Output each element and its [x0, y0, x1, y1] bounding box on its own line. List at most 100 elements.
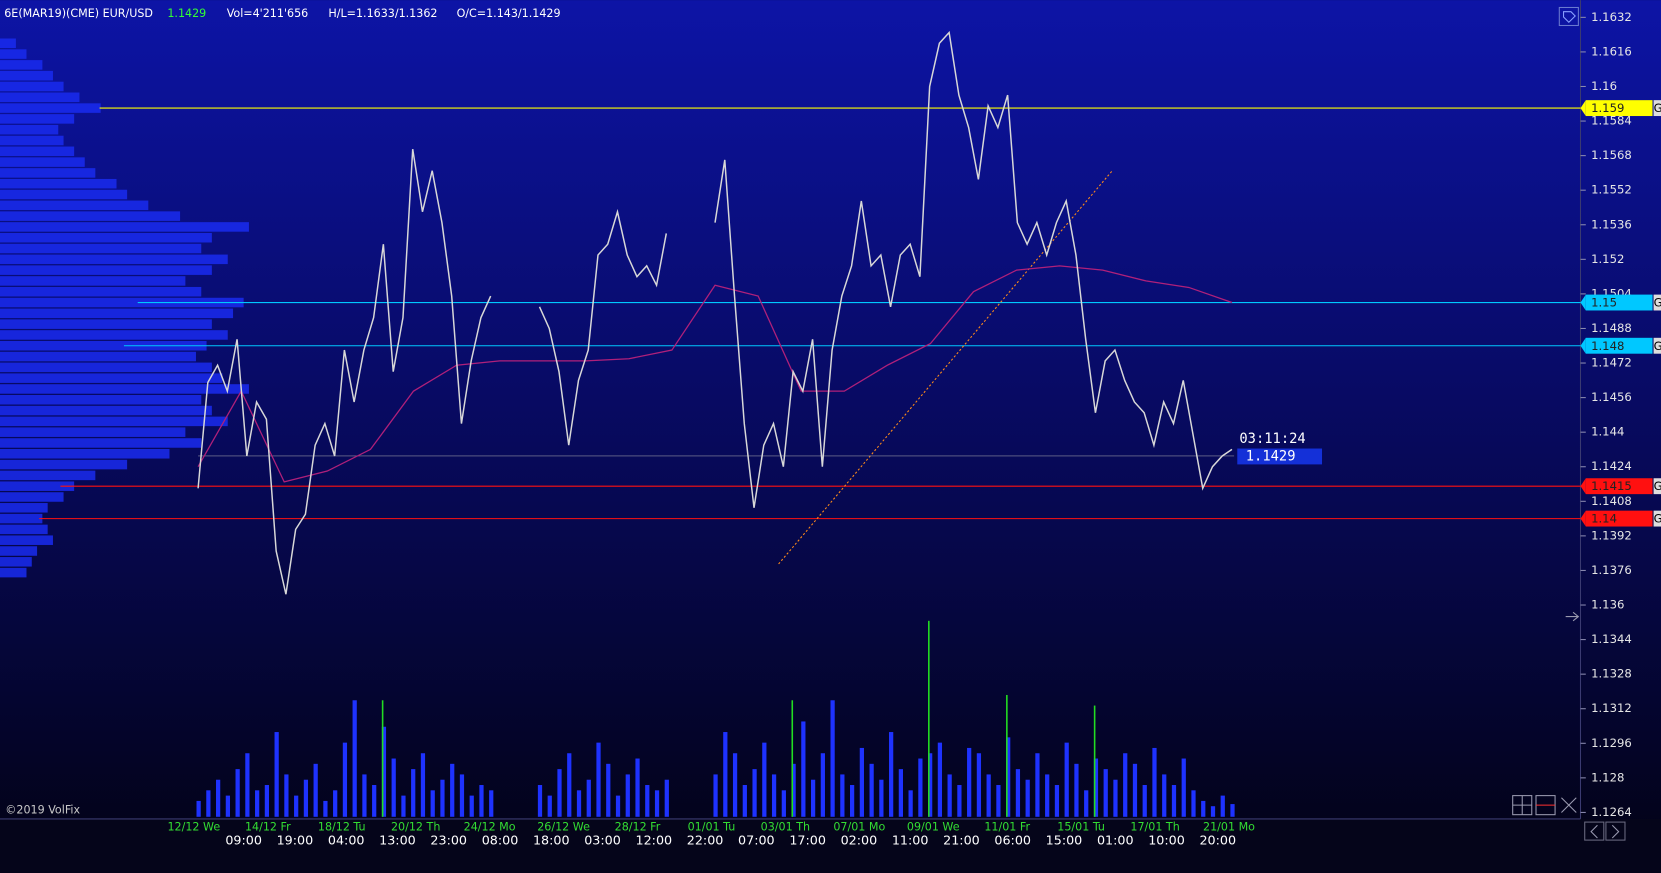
- volume-bar: [225, 795, 231, 817]
- date-label: 15/01 Tu: [1057, 820, 1105, 833]
- y-tick-label: 1.128: [1591, 770, 1624, 784]
- profile-bar: [0, 211, 181, 221]
- date-label: 11/01 Fr: [984, 820, 1030, 833]
- volume-bar: [459, 774, 465, 817]
- volume-bar: [1220, 795, 1225, 817]
- volume-bar: [615, 795, 621, 817]
- scroll-right[interactable]: [1605, 821, 1626, 841]
- profile-bar: [0, 232, 212, 243]
- time-label: 09:00: [225, 833, 262, 848]
- profile-bar: [0, 308, 234, 319]
- time-label: 19:00: [277, 833, 314, 848]
- y-tick-label: 1.1632: [1591, 10, 1632, 24]
- plot-background: [0, 0, 1661, 819]
- volume-bar: [352, 700, 357, 817]
- profile-bar: [0, 60, 43, 70]
- volume-bar: [1201, 800, 1206, 817]
- scroll-left[interactable]: [1584, 821, 1605, 841]
- volume-bar: [1064, 742, 1069, 817]
- profile-bar: [0, 222, 249, 232]
- volume-bar: [781, 790, 786, 817]
- current-price-box: [1237, 448, 1323, 465]
- profile-bar: [0, 146, 75, 157]
- volume-bar: [596, 742, 601, 817]
- time-label: 03:00: [584, 833, 621, 848]
- current-price-label: 1.1429: [1246, 448, 1296, 464]
- volume-bar: [713, 774, 718, 817]
- level-label: 1.15: [1591, 296, 1617, 310]
- level-tag: G: [1654, 296, 1661, 310]
- profile-bar: [0, 92, 80, 103]
- time-label: 23:00: [430, 833, 467, 848]
- volume-bar: [723, 732, 728, 817]
- layout-buttons[interactable]: [1512, 611, 1626, 841]
- volume-bar: [918, 758, 923, 817]
- profile-bar: [0, 243, 202, 254]
- expand-button[interactable]: [1561, 797, 1577, 813]
- profile-bar: [0, 492, 64, 502]
- y-tick-label: 1.1456: [1591, 390, 1632, 404]
- volume-bar: [1152, 747, 1157, 817]
- volume-bar: [908, 790, 913, 817]
- level-box: [1585, 100, 1653, 117]
- level-tag: G: [1654, 339, 1661, 353]
- scroll-right-icon: [1611, 824, 1620, 839]
- volume-bar: [333, 790, 338, 817]
- copyright: ©2019 VolFix: [5, 803, 80, 816]
- volume-bar: [391, 758, 396, 817]
- volume-bar: [274, 732, 279, 817]
- volume-bar: [830, 700, 835, 817]
- level-tag-box: [1653, 294, 1661, 311]
- volume-bar: [1230, 804, 1235, 817]
- time-label: 01:00: [1097, 833, 1134, 848]
- date-label: 09/01 We: [907, 820, 960, 833]
- volume-bar: [869, 763, 874, 817]
- y-tick-label: 1.1536: [1591, 217, 1632, 231]
- date-label: 20/12 Th: [391, 820, 440, 833]
- volume-bar: [255, 790, 260, 817]
- volume-info: Vol=4'211'656: [227, 7, 309, 20]
- level-box-arrow: [1580, 294, 1586, 311]
- level-box-arrow: [1580, 510, 1586, 527]
- icon-tag: [1563, 11, 1576, 24]
- volume-bar: [1006, 737, 1011, 817]
- level-box: [1585, 510, 1653, 527]
- profile-bar: [0, 135, 64, 146]
- date-label: 18/12 Tu: [318, 820, 366, 833]
- time-label: 12:00: [636, 833, 673, 848]
- volume-bar: [1171, 785, 1177, 817]
- volume-spike: [1093, 705, 1096, 817]
- y-tick-label: 1.1264: [1591, 805, 1632, 819]
- profile-bar: [0, 157, 85, 167]
- date-label: 17/01 Th: [1130, 820, 1179, 833]
- profile-bar: [0, 49, 27, 59]
- scroll-left-icon: [1590, 824, 1598, 839]
- volume-bar: [957, 785, 962, 817]
- volume-bar: [732, 753, 738, 817]
- volume-bar: [196, 800, 201, 817]
- volume-bar: [479, 785, 484, 817]
- level-tag: G: [1654, 479, 1661, 493]
- volume-bar: [742, 785, 747, 817]
- y-tick-label: 1.1472: [1591, 356, 1632, 370]
- level-tag: G: [1654, 512, 1661, 526]
- volume-bar: [1084, 790, 1089, 817]
- level-label: 1.1415: [1591, 479, 1632, 493]
- y-tick-label: 1.1408: [1591, 494, 1632, 508]
- date-label: 14/12 Fr: [245, 820, 291, 833]
- volume-bar: [216, 779, 221, 817]
- volume-bar: [1074, 763, 1079, 817]
- symbol: 6E(MAR19)(CME) EUR/USD: [4, 7, 153, 20]
- y-tick-label: 1.1312: [1591, 701, 1632, 715]
- date-label: 21/01 Mo: [1203, 820, 1255, 833]
- volume-bar: [947, 774, 952, 817]
- toolbar-icon[interactable]: [1558, 6, 1579, 27]
- level-label: 1.159: [1591, 101, 1624, 115]
- volume-bar: [1113, 779, 1118, 817]
- profile-bar: [0, 416, 228, 427]
- volume-bar: [645, 785, 650, 817]
- volume-bar: [898, 769, 904, 817]
- level-label: 1.14: [1591, 512, 1617, 526]
- profile-bar: [0, 427, 186, 437]
- level-box: [1585, 294, 1653, 311]
